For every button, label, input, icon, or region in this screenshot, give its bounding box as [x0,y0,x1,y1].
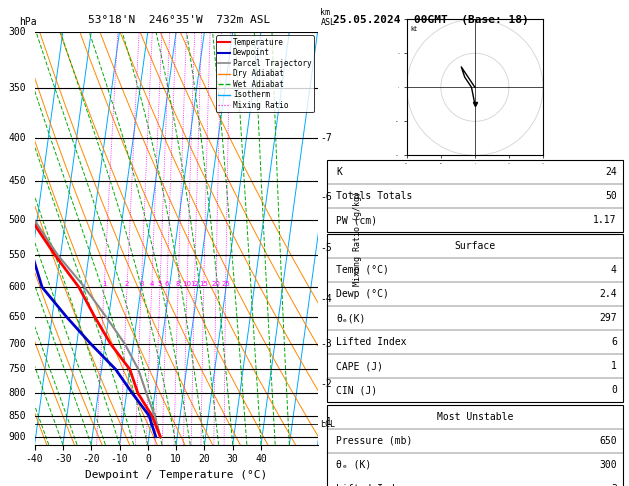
Text: 25.05.2024  00GMT  (Base: 18): 25.05.2024 00GMT (Base: 18) [333,15,529,25]
Text: 700: 700 [8,339,26,349]
Text: Most Unstable: Most Unstable [437,412,513,422]
Text: 24: 24 [605,167,617,177]
Text: 450: 450 [8,176,26,186]
X-axis label: Dewpoint / Temperature (°C): Dewpoint / Temperature (°C) [85,470,267,480]
Text: -1: -1 [321,417,332,427]
Text: 850: 850 [8,411,26,420]
Text: PW (cm): PW (cm) [336,215,377,225]
Text: 800: 800 [8,388,26,398]
Text: 300: 300 [8,27,26,36]
Text: -2: -2 [321,379,332,389]
Text: 6: 6 [611,337,617,347]
Text: Surface: Surface [454,242,496,251]
Text: CIN (J): CIN (J) [336,385,377,396]
Text: 2.4: 2.4 [599,289,617,299]
Bar [327,160,623,232]
Bar [327,234,623,402]
Text: hPa: hPa [19,17,36,27]
Bar [327,405,623,486]
Text: 2: 2 [125,281,130,287]
Text: θₑ(K): θₑ(K) [336,313,365,323]
Text: 20: 20 [211,281,220,287]
Text: Dewp (°C): Dewp (°C) [336,289,389,299]
Text: 750: 750 [8,364,26,374]
Text: 300: 300 [599,460,617,470]
Text: θₑ (K): θₑ (K) [336,460,371,470]
Text: Mixing Ratio (g/kg): Mixing Ratio (g/kg) [353,191,362,286]
Text: 50: 50 [605,191,617,201]
Text: 8: 8 [176,281,181,287]
Text: CAPE (J): CAPE (J) [336,362,383,371]
Text: -4: -4 [321,294,332,304]
Text: 5: 5 [158,281,162,287]
Text: 6: 6 [165,281,169,287]
Text: 4: 4 [150,281,154,287]
Text: -6: -6 [321,192,332,202]
Text: 10: 10 [182,281,191,287]
Text: 1: 1 [611,362,617,371]
Text: km
ASL: km ASL [321,8,335,27]
Text: 550: 550 [8,250,26,260]
Text: 350: 350 [8,84,26,93]
Text: Pressure (mb): Pressure (mb) [336,436,413,446]
Text: 12: 12 [190,281,199,287]
Text: K: K [336,167,342,177]
Text: 25: 25 [221,281,230,287]
Text: -3: -3 [321,339,332,349]
Text: 650: 650 [8,312,26,322]
Text: Lifted Index: Lifted Index [336,337,406,347]
Text: LCL: LCL [321,419,335,429]
Text: 400: 400 [8,133,26,143]
Text: -5: -5 [321,243,332,253]
Text: 15: 15 [199,281,208,287]
Text: 4: 4 [611,265,617,276]
Text: -7: -7 [321,133,332,143]
Text: 297: 297 [599,313,617,323]
Text: Totals Totals: Totals Totals [336,191,413,201]
Text: 0: 0 [611,385,617,396]
Text: 600: 600 [8,282,26,292]
Text: 53°18'N  246°35'W  732m ASL: 53°18'N 246°35'W 732m ASL [88,15,270,25]
Text: 3: 3 [611,484,617,486]
Text: 500: 500 [8,215,26,225]
Legend: Temperature, Dewpoint, Parcel Trajectory, Dry Adiabat, Wet Adiabat, Isotherm, Mi: Temperature, Dewpoint, Parcel Trajectory… [216,35,314,112]
Text: 1: 1 [102,281,106,287]
Text: Lifted Index: Lifted Index [336,484,406,486]
Text: 3: 3 [139,281,143,287]
Text: 900: 900 [8,432,26,442]
Text: 650: 650 [599,436,617,446]
Text: Temp (°C): Temp (°C) [336,265,389,276]
Text: 1.17: 1.17 [593,215,617,225]
